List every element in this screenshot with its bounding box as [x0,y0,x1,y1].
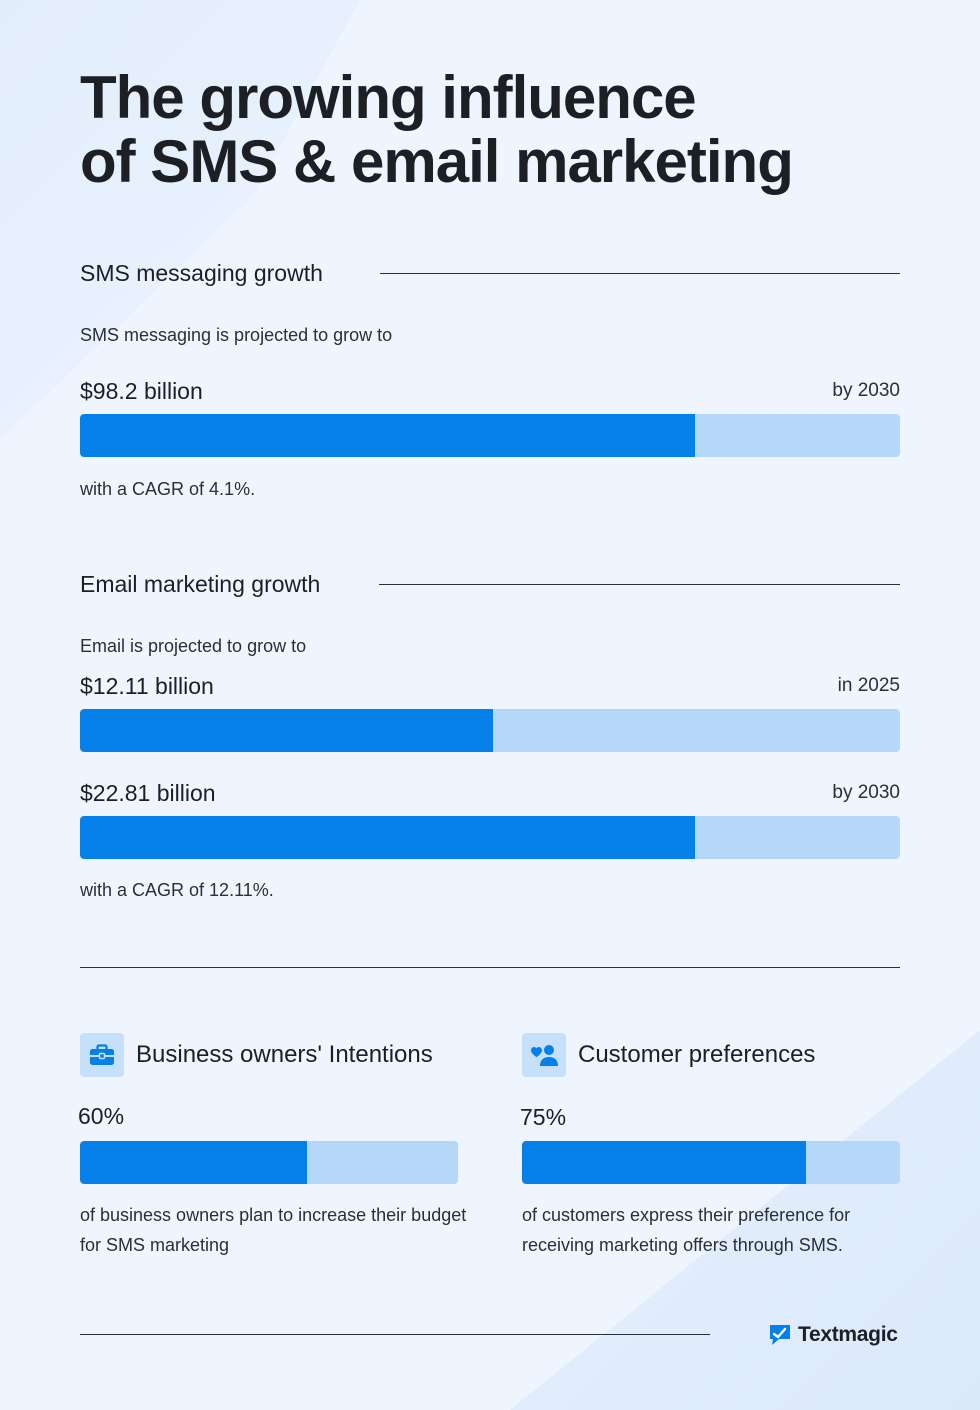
business-percent: 60% [78,1103,125,1129]
sms-intro-text: SMS messaging is projected to grow to [80,325,393,345]
business-card-heading: Business owners' Intentions [136,1041,433,1068]
email-amount-2030: $22.81 billion [80,780,216,806]
user-heart-icon [522,1033,566,1077]
business-description: of business owners plan to increase thei… [80,1205,467,1255]
email-progress-bar-2030 [80,816,900,859]
textmagic-logo-icon [770,1325,790,1345]
email-value-row-2030: $22.81 billion by 2030 [80,778,900,808]
sms-value-row: $98.2 billion by 2030 [80,376,900,406]
email-amount-2025: $12.11 billion [80,673,214,699]
email-progress-fill-2025 [80,709,494,752]
email-section-header: Email marketing growth [80,569,900,599]
email-intro-text: Email is projected to grow to [80,636,307,656]
customer-progress-bar [522,1141,900,1184]
customer-percent: 75% [520,1104,567,1130]
sms-section-heading: SMS messaging growth [80,260,323,286]
email-year-2025: in 2025 [837,675,900,696]
customer-progress-fill [522,1141,806,1184]
title-line-2: of SMS & email marketing [80,128,794,195]
business-progress-bar [80,1141,458,1184]
email-section-heading: Email marketing growth [80,571,321,597]
sms-cagr-text: with a CAGR of 4.1%. [80,479,256,499]
page-title: The growing influence of SMS & email mar… [80,66,900,194]
briefcase-icon [80,1033,124,1077]
sms-section-header: SMS messaging growth [80,258,900,288]
divider [379,584,900,585]
divider [380,273,900,274]
brand-logo: Textmagic [768,1321,898,1349]
email-value-row-2025: $12.11 billion in 2025 [80,671,900,701]
email-cagr-text: with a CAGR of 12.11%. [80,880,274,900]
customer-description: of customers express their preference fo… [522,1205,851,1255]
customer-card-header: Customer preferences [522,1033,900,1077]
sms-progress-fill [80,414,695,457]
customer-card-heading: Customer preferences [578,1041,816,1068]
business-progress-fill [80,1141,307,1184]
brand-name: Textmagic [798,1323,898,1346]
email-progress-fill-2030 [80,816,695,859]
section-divider [80,967,900,968]
business-card-header: Business owners' Intentions [80,1033,480,1077]
footer-divider [80,1334,710,1335]
sms-amount: $98.2 billion [80,378,203,404]
email-progress-bar-2025 [80,709,900,752]
email-year-2030: by 2030 [832,782,900,803]
sms-year: by 2030 [832,380,900,401]
title-line-1: The growing influence [80,64,697,131]
sms-progress-bar [80,414,900,457]
